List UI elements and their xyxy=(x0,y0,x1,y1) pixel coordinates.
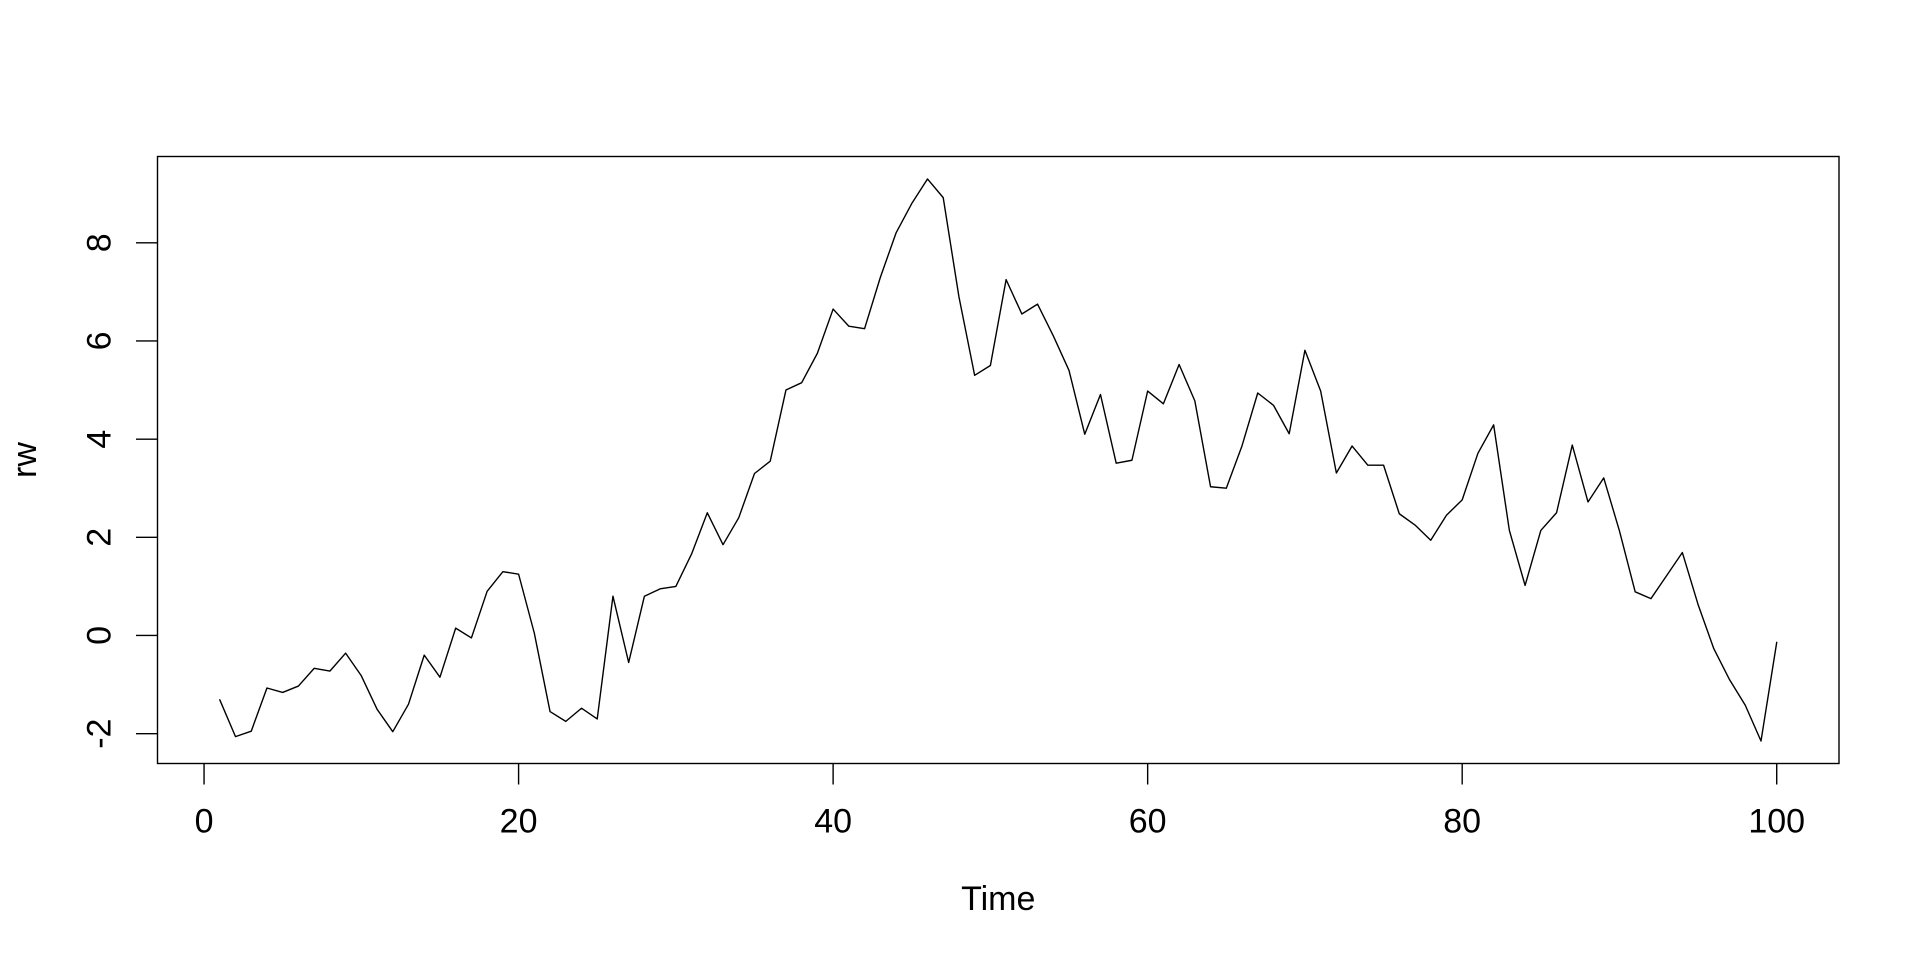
svg-text:4: 4 xyxy=(81,430,119,449)
svg-text:0: 0 xyxy=(195,803,214,841)
svg-text:40: 40 xyxy=(814,803,852,841)
svg-text:0: 0 xyxy=(81,626,119,645)
svg-text:80: 80 xyxy=(1443,803,1481,841)
svg-text:2: 2 xyxy=(81,528,119,547)
svg-text:60: 60 xyxy=(1129,803,1167,841)
svg-text:-2: -2 xyxy=(81,719,119,749)
svg-text:100: 100 xyxy=(1748,803,1805,841)
svg-text:Time: Time xyxy=(961,880,1035,918)
svg-text:rw: rw xyxy=(6,442,44,478)
svg-text:6: 6 xyxy=(81,332,119,351)
svg-text:8: 8 xyxy=(81,233,119,252)
svg-text:20: 20 xyxy=(500,803,538,841)
